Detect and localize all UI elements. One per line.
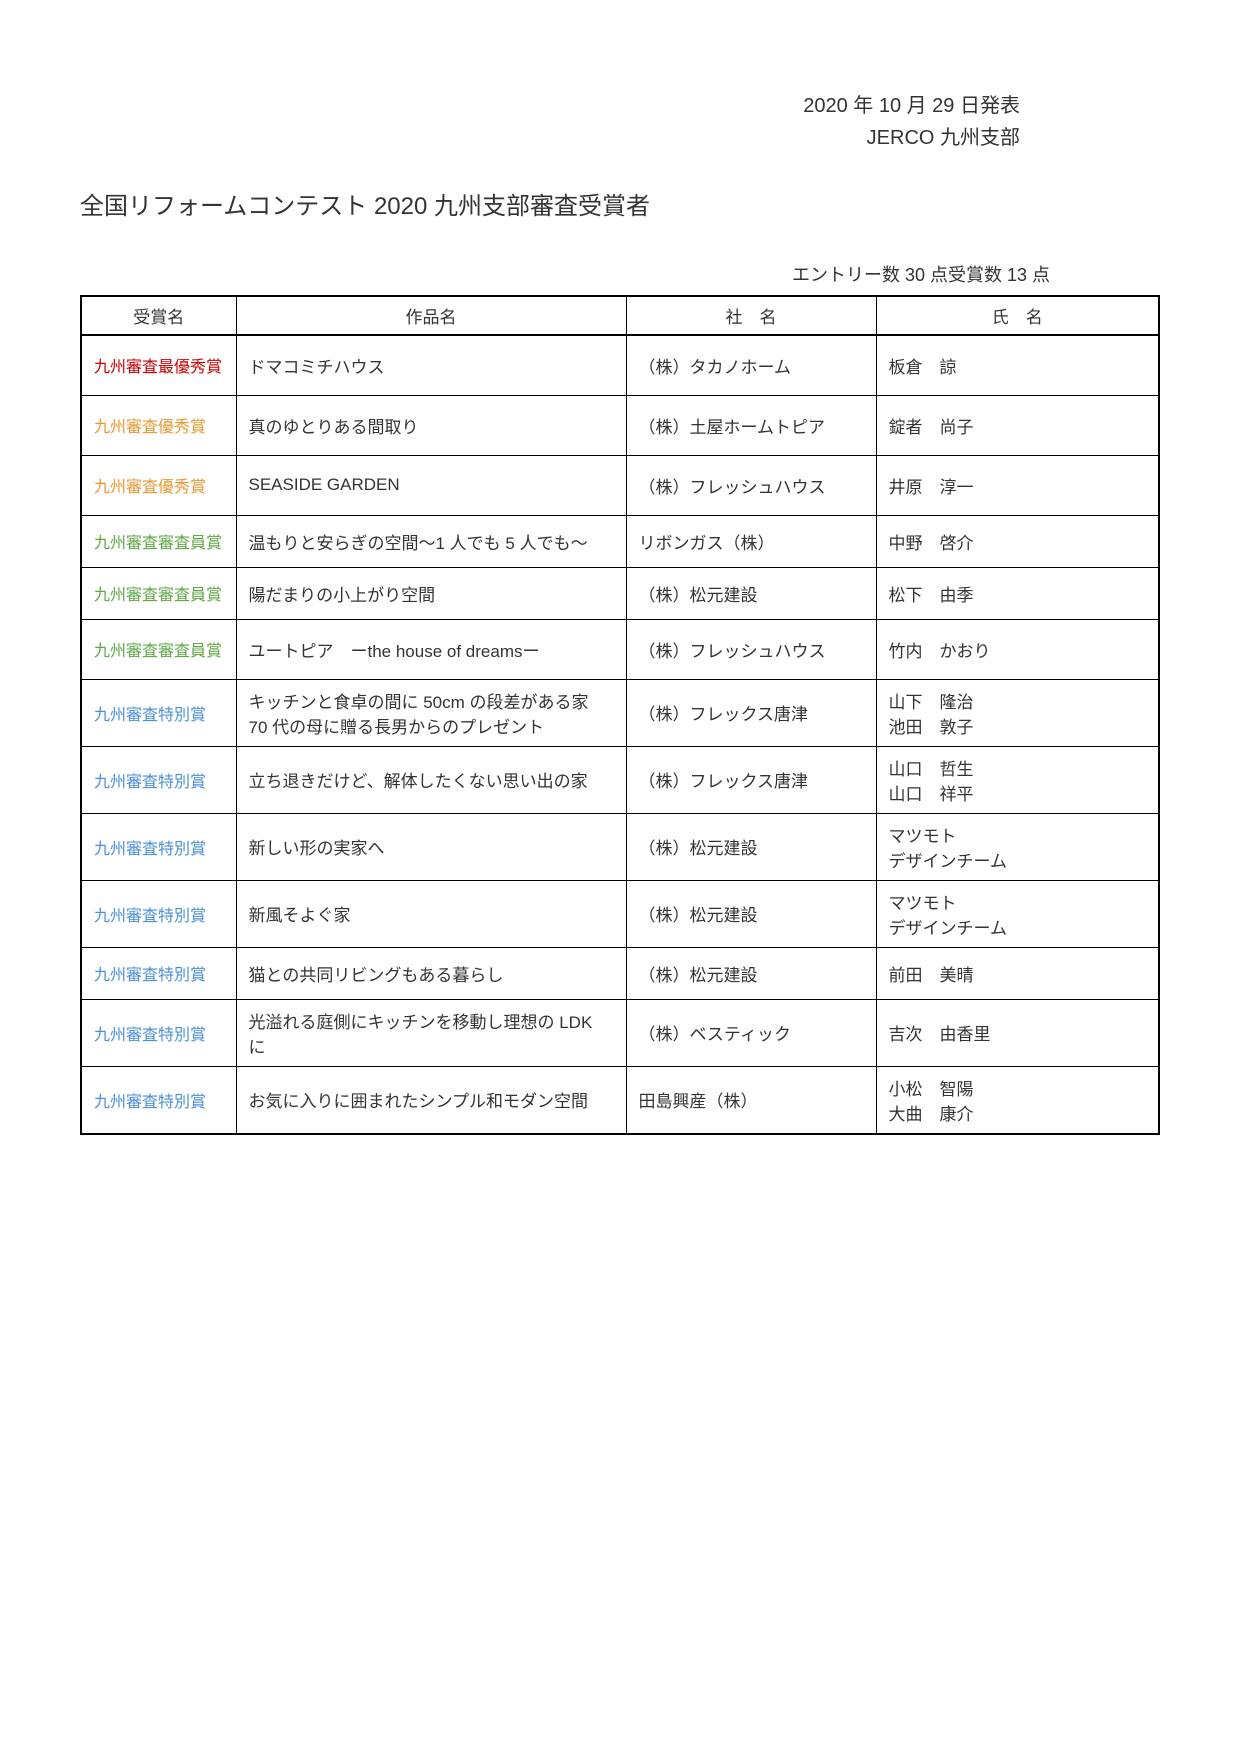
organization: JERCO 九州支部 xyxy=(80,122,1020,154)
cell-award: 九州審査審査員賞 xyxy=(81,567,236,619)
cell-company: （株）フレッシュハウス xyxy=(626,619,876,679)
table-row: 九州審査特別賞光溢れる庭側にキッチンを移動し理想の LDK に（株）ベスティック… xyxy=(81,999,1159,1066)
cell-work: ドマコミチハウス xyxy=(236,335,626,395)
cell-name: 前田 美晴 xyxy=(876,947,1159,999)
table-row: 九州審査特別賞お気に入りに囲まれたシンプル和モダン空間田島興産（株）小松 智陽大… xyxy=(81,1066,1159,1134)
cell-company: （株）フレックス唐津 xyxy=(626,746,876,813)
cell-company: （株）松元建設 xyxy=(626,567,876,619)
table-row: 九州審査審査員賞陽だまりの小上がり空間（株）松元建設松下 由季 xyxy=(81,567,1159,619)
cell-work: 猫との共同リビングもある暮らし xyxy=(236,947,626,999)
cell-work: 立ち退きだけど、解体したくない思い出の家 xyxy=(236,746,626,813)
cell-name: 吉次 由香里 xyxy=(876,999,1159,1066)
cell-work: ユートピア ーthe house of dreamsー xyxy=(236,619,626,679)
table-row: 九州審査優秀賞真のゆとりある間取り（株）土屋ホームトピア錠者 尚子 xyxy=(81,395,1159,455)
cell-work: 真のゆとりある間取り xyxy=(236,395,626,455)
table-row: 九州審査特別賞新しい形の実家へ（株）松元建設マツモトデザインチーム xyxy=(81,813,1159,880)
cell-name: マツモトデザインチーム xyxy=(876,880,1159,947)
table-row: 九州審査優秀賞SEASIDE GARDEN（株）フレッシュハウス井原 淳一 xyxy=(81,455,1159,515)
cell-company: （株）松元建設 xyxy=(626,947,876,999)
announce-date: 2020 年 10 月 29 日発表 xyxy=(80,90,1020,122)
cell-award: 九州審査特別賞 xyxy=(81,679,236,746)
table-row: 九州審査特別賞キッチンと食卓の間に 50cm の段差がある家70 代の母に贈る長… xyxy=(81,679,1159,746)
cell-name: 板倉 諒 xyxy=(876,335,1159,395)
cell-award: 九州審査優秀賞 xyxy=(81,395,236,455)
cell-company: （株）松元建設 xyxy=(626,813,876,880)
cell-name: マツモトデザインチーム xyxy=(876,813,1159,880)
cell-name: 松下 由季 xyxy=(876,567,1159,619)
cell-award: 九州審査最優秀賞 xyxy=(81,335,236,395)
cell-company: （株）フレックス唐津 xyxy=(626,679,876,746)
cell-name: 山下 隆治池田 敦子 xyxy=(876,679,1159,746)
cell-work: 新風そよぐ家 xyxy=(236,880,626,947)
table-row: 九州審査審査員賞温もりと安らぎの空間～1 人でも 5 人でも～リボンガス（株）中… xyxy=(81,515,1159,567)
cell-name: 山口 哲生山口 祥平 xyxy=(876,746,1159,813)
cell-work: 温もりと安らぎの空間～1 人でも 5 人でも～ xyxy=(236,515,626,567)
table-row: 九州審査特別賞立ち退きだけど、解体したくない思い出の家（株）フレックス唐津山口 … xyxy=(81,746,1159,813)
cell-award: 九州審査特別賞 xyxy=(81,1066,236,1134)
cell-company: （株）フレッシュハウス xyxy=(626,455,876,515)
cell-award: 九州審査優秀賞 xyxy=(81,455,236,515)
table-row: 九州審査特別賞猫との共同リビングもある暮らし（株）松元建設前田 美晴 xyxy=(81,947,1159,999)
table-row: 九州審査審査員賞ユートピア ーthe house of dreamsー（株）フレ… xyxy=(81,619,1159,679)
table-row: 九州審査最優秀賞ドマコミチハウス（株）タカノホーム板倉 諒 xyxy=(81,335,1159,395)
cell-award: 九州審査特別賞 xyxy=(81,947,236,999)
cell-name: 竹内 かおり xyxy=(876,619,1159,679)
col-header-work: 作品名 xyxy=(236,296,626,335)
cell-name: 錠者 尚子 xyxy=(876,395,1159,455)
cell-work: SEASIDE GARDEN xyxy=(236,455,626,515)
cell-name: 中野 啓介 xyxy=(876,515,1159,567)
cell-work: 光溢れる庭側にキッチンを移動し理想の LDK に xyxy=(236,999,626,1066)
cell-award: 九州審査特別賞 xyxy=(81,746,236,813)
cell-work: 新しい形の実家へ xyxy=(236,813,626,880)
cell-award: 九州審査審査員賞 xyxy=(81,515,236,567)
cell-award: 九州審査特別賞 xyxy=(81,880,236,947)
col-header-company: 社 名 xyxy=(626,296,876,335)
col-header-award: 受賞名 xyxy=(81,296,236,335)
cell-company: （株）土屋ホームトピア xyxy=(626,395,876,455)
table-header-row: 受賞名 作品名 社 名 氏 名 xyxy=(81,296,1159,335)
cell-award: 九州審査特別賞 xyxy=(81,999,236,1066)
awards-table: 受賞名 作品名 社 名 氏 名 九州審査最優秀賞ドマコミチハウス（株）タカノホー… xyxy=(80,295,1160,1135)
cell-name: 井原 淳一 xyxy=(876,455,1159,515)
cell-work: お気に入りに囲まれたシンプル和モダン空間 xyxy=(236,1066,626,1134)
cell-award: 九州審査特別賞 xyxy=(81,813,236,880)
cell-company: （株）タカノホーム xyxy=(626,335,876,395)
cell-award: 九州審査審査員賞 xyxy=(81,619,236,679)
table-row: 九州審査特別賞新風そよぐ家（株）松元建設マツモトデザインチーム xyxy=(81,880,1159,947)
col-header-name: 氏 名 xyxy=(876,296,1159,335)
cell-company: リボンガス（株） xyxy=(626,515,876,567)
entry-count: エントリー数 30 点受賞数 13 点 xyxy=(80,261,1160,287)
cell-work: キッチンと食卓の間に 50cm の段差がある家70 代の母に贈る長男からのプレゼ… xyxy=(236,679,626,746)
cell-company: （株）松元建設 xyxy=(626,880,876,947)
cell-company: 田島興産（株） xyxy=(626,1066,876,1134)
cell-company: （株）ベスティック xyxy=(626,999,876,1066)
header-block: 2020 年 10 月 29 日発表 JERCO 九州支部 xyxy=(80,90,1160,154)
page-title: 全国リフォームコンテスト 2020 九州支部審査受賞者 xyxy=(80,186,1160,221)
cell-name: 小松 智陽大曲 康介 xyxy=(876,1066,1159,1134)
cell-work: 陽だまりの小上がり空間 xyxy=(236,567,626,619)
